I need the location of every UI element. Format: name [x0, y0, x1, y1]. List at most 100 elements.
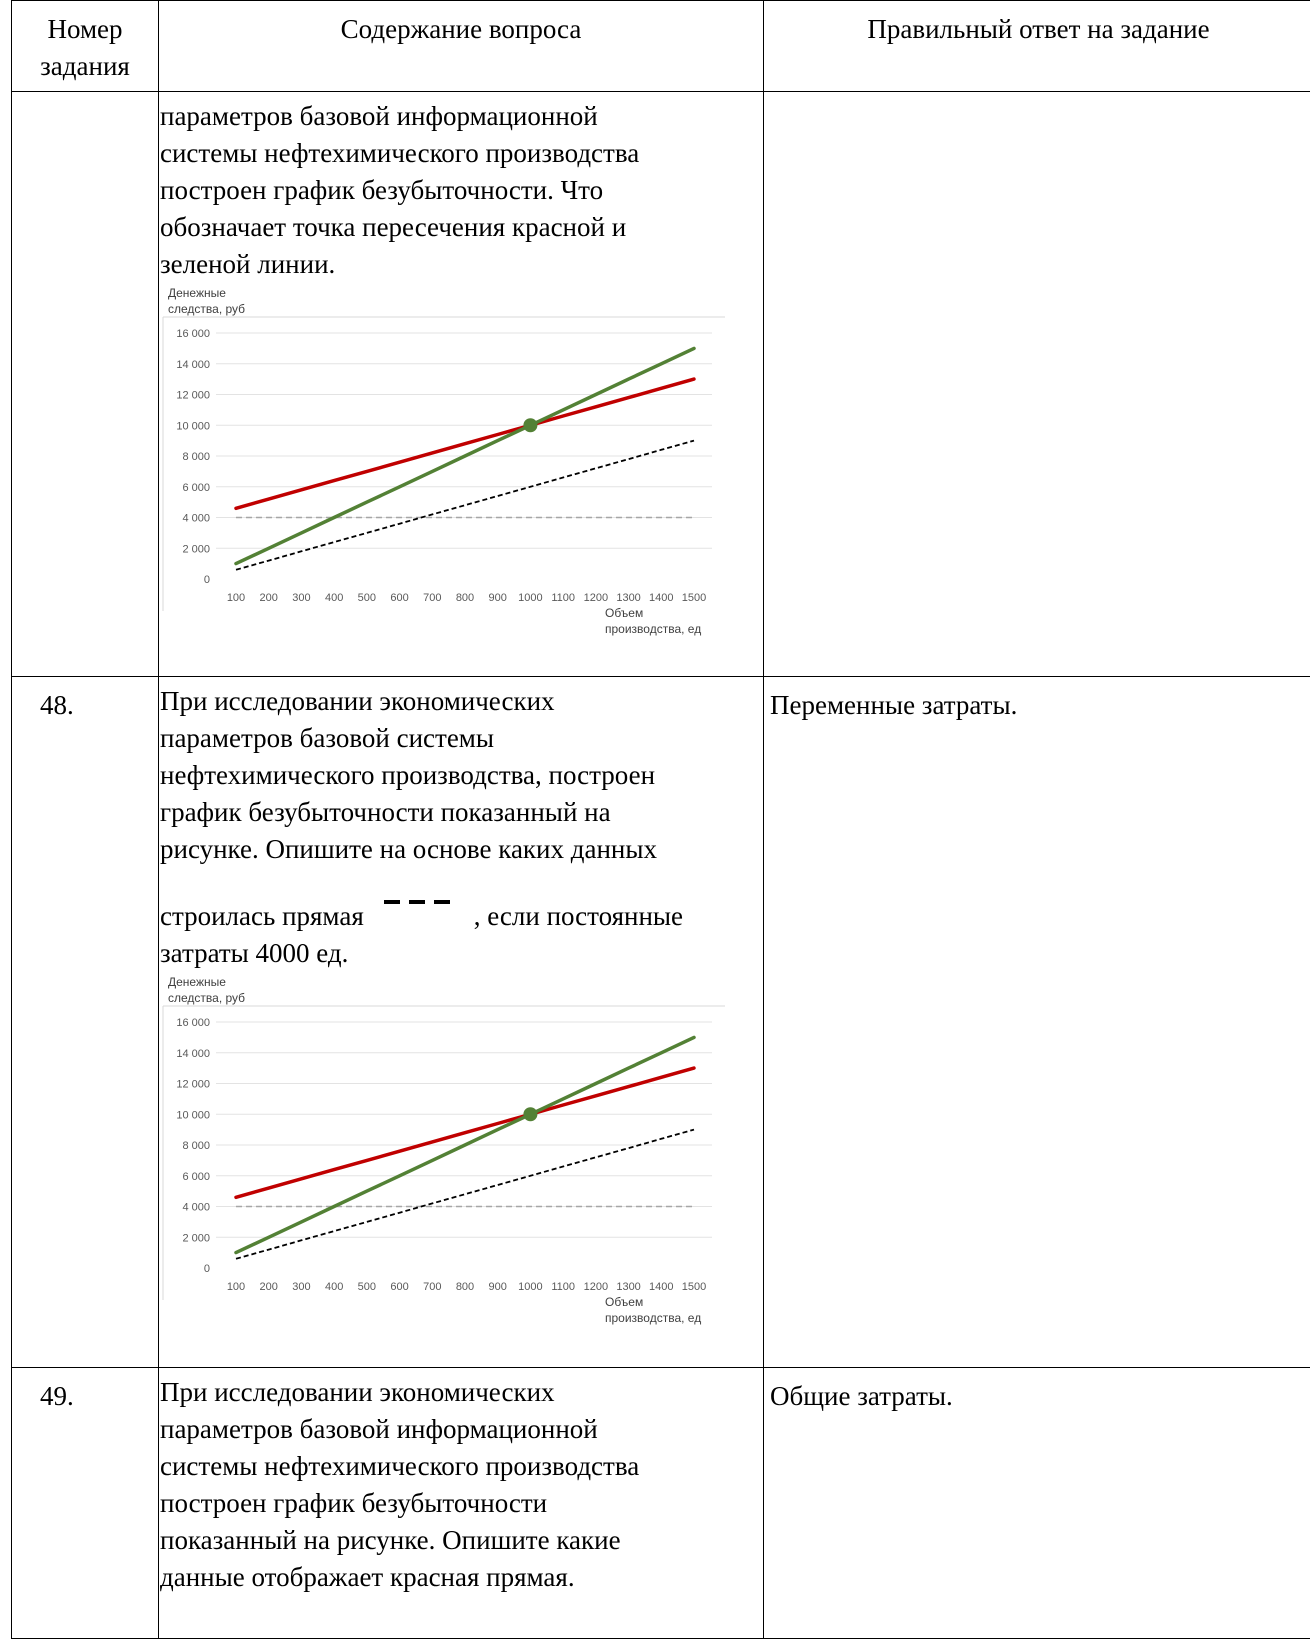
breakeven-point-marker: [523, 418, 537, 432]
y-tick-label: 0: [204, 1263, 210, 1275]
question-line: параметров базовой информационной: [160, 98, 757, 135]
red-total-costs-line: [236, 1068, 694, 1197]
x-tick-label: 400: [325, 1281, 343, 1293]
y-axis-label-line: следства, руб: [168, 991, 245, 1005]
y-tick-label: 10 000: [176, 420, 210, 432]
x-tick-label: 1100: [551, 1281, 575, 1293]
x-tick-label: 1300: [616, 592, 640, 604]
y-tick-label: 6 000: [182, 482, 210, 494]
y-tick-label: 12 000: [176, 1079, 210, 1091]
y-axis-label-line: следства, руб: [168, 302, 245, 316]
black-variable-costs-line: [236, 441, 694, 570]
answer-cell: Переменные затраты.: [764, 677, 1310, 1368]
y-tick-label: 14 000: [176, 359, 210, 371]
header-number-line: задания: [12, 48, 158, 85]
x-tick-label: 500: [358, 1281, 376, 1293]
x-tick-label: 1500: [682, 592, 706, 604]
question-line: нефтехимического производства, построен: [160, 757, 757, 794]
x-tick-label: 100: [227, 592, 245, 604]
x-tick-label: 200: [260, 1281, 278, 1293]
y-tick-label: 16 000: [176, 328, 210, 340]
question-line: график безубыточности показанный на: [160, 794, 757, 831]
y-tick-label: 4 000: [182, 1202, 210, 1214]
y-tick-label: 4 000: [182, 513, 210, 525]
x-tick-label: 700: [423, 592, 441, 604]
answer-cell: [764, 92, 1310, 677]
answer-cell: Общие затраты.: [764, 1368, 1310, 1639]
header-answer-cell: Правильный ответ на задание: [764, 1, 1310, 92]
x-tick-label: 700: [423, 1281, 441, 1293]
x-tick-label: 1300: [616, 1281, 640, 1293]
question-line: параметров базовой системы: [160, 720, 757, 757]
table-row: 49. При исследовании экономических парам…: [12, 1368, 1310, 1639]
y-tick-label: 10 000: [176, 1109, 210, 1121]
question-cell: параметров базовой информационной систем…: [159, 92, 764, 677]
x-tick-label: 1400: [649, 592, 673, 604]
question-cell: При исследовании экономических параметро…: [159, 1368, 764, 1639]
question-line: данные отображает красная прямая.: [160, 1559, 757, 1596]
question-line: построен график безубыточности: [160, 1485, 757, 1522]
x-tick-label: 1000: [518, 1281, 542, 1293]
question-line: зеленой линии.: [160, 246, 757, 283]
x-tick-label: 1200: [584, 1281, 608, 1293]
y-tick-label: 8 000: [182, 1140, 210, 1152]
x-tick-label: 1200: [584, 592, 608, 604]
y-tick-label: 16 000: [176, 1017, 210, 1029]
questions-table: Номер задания Содержание вопроса Правиль…: [11, 0, 1310, 1639]
x-tick-label: 800: [456, 592, 474, 604]
question-text-before-dash: строилась прямая: [160, 898, 364, 935]
y-tick-label: 2 000: [182, 543, 210, 555]
x-tick-label: 900: [489, 1281, 507, 1293]
x-tick-label: 100: [227, 1281, 245, 1293]
header-number-cell: Номер задания: [12, 1, 159, 92]
x-tick-label: 800: [456, 1281, 474, 1293]
task-number: 49.: [12, 1368, 159, 1639]
y-tick-label: 12 000: [176, 390, 210, 402]
black-variable-costs-line: [236, 1130, 694, 1259]
table-header-row: Номер задания Содержание вопроса Правиль…: [12, 1, 1310, 92]
header-number-line: Номер: [12, 11, 158, 48]
question-line: рисунке. Опишите на основе каких данных: [160, 831, 757, 868]
question-line: показанный на рисунке. Опишите какие: [160, 1522, 757, 1559]
breakeven-point-marker: [523, 1107, 537, 1121]
x-axis-label-line: Объем: [605, 606, 643, 620]
question-text-after-dash: , если постоянные: [474, 898, 683, 935]
x-tick-label: 600: [390, 592, 408, 604]
y-axis-label: Денежные следства, руб: [168, 975, 245, 1005]
x-tick-label: 200: [260, 592, 278, 604]
x-tick-label: 500: [358, 592, 376, 604]
y-tick-label: 2 000: [182, 1232, 210, 1244]
x-tick-label: 1000: [518, 592, 542, 604]
table-row: параметров базовой информационной систем…: [12, 92, 1310, 677]
y-tick-label: 8 000: [182, 451, 210, 463]
x-axis-label-line: производства, ед: [605, 622, 701, 636]
breakeven-chart: Денежные следства, руб 0 2 000 4 000 6 000 8 0…: [160, 972, 740, 1332]
x-tick-label: 300: [292, 592, 310, 604]
dashed-line-icon: [364, 895, 474, 935]
header-question-cell: Содержание вопроса: [159, 1, 764, 92]
y-tick-label: 14 000: [176, 1048, 210, 1060]
x-tick-label: 300: [292, 1281, 310, 1293]
question-line: При исследовании экономических: [160, 683, 757, 720]
question-line-with-dash: строилась прямая , если постоянные: [160, 868, 757, 935]
question-line: затраты 4000 ед.: [160, 935, 757, 972]
x-tick-label: 400: [325, 592, 343, 604]
x-tick-label: 1100: [551, 592, 575, 604]
question-line: параметров базовой информационной: [160, 1411, 757, 1448]
x-axis-label: Объем производства, ед: [605, 606, 701, 636]
red-total-costs-line: [236, 379, 694, 508]
question-line: При исследовании экономических: [160, 1374, 757, 1411]
x-axis-label-line: Объем: [605, 1295, 643, 1309]
question-line: построен график безубыточности. Что: [160, 172, 757, 209]
y-axis-label-line: Денежные: [168, 975, 226, 989]
x-tick-label: 600: [390, 1281, 408, 1293]
x-tick-label: 1500: [682, 1281, 706, 1293]
y-tick-label: 0: [204, 574, 210, 586]
task-number: 48.: [12, 677, 159, 1368]
y-tick-label: 6 000: [182, 1171, 210, 1183]
question-cell: При исследовании экономических параметро…: [159, 677, 764, 1368]
x-tick-label: 900: [489, 592, 507, 604]
